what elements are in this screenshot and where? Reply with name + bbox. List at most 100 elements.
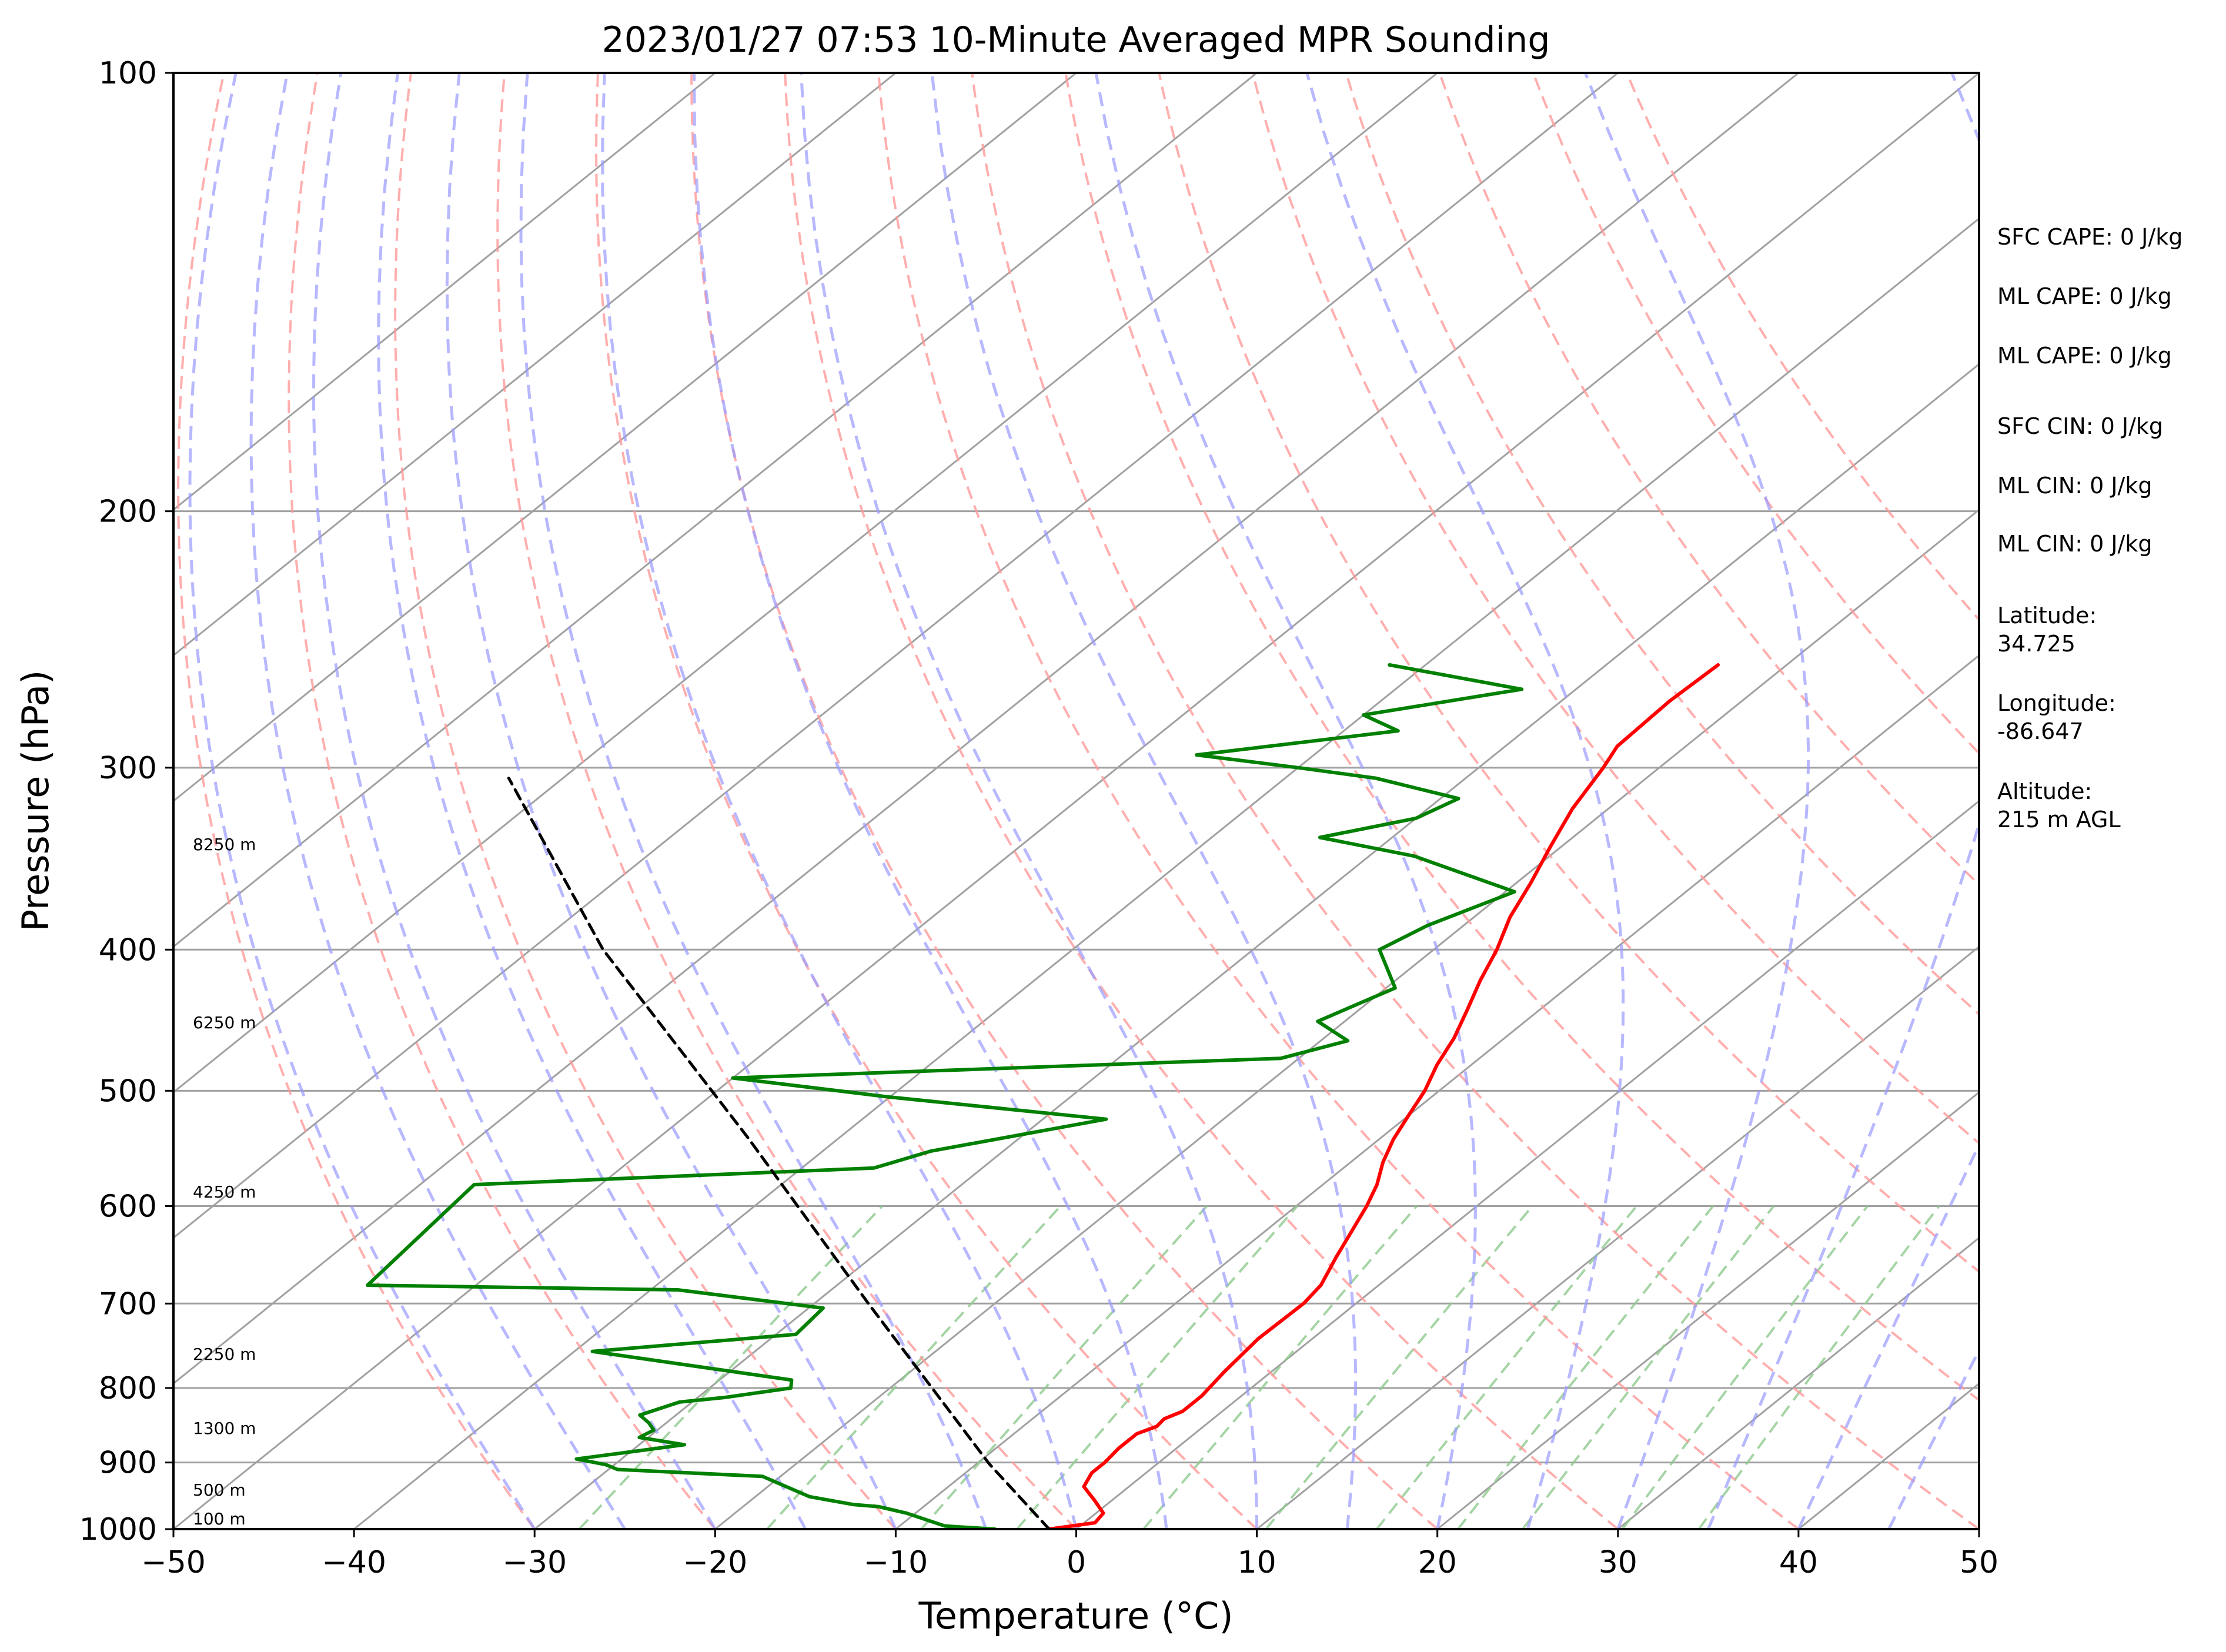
dry-adiabat-lines bbox=[177, 73, 1979, 1529]
dry-adiabat-line bbox=[971, 73, 1979, 1529]
height-labels: 8250 m 6250 m 4250 m 2250 m 1300 m 500 m… bbox=[193, 835, 256, 1529]
isotherm-line bbox=[1617, 1236, 1979, 1529]
x-tick-label-50: 50 bbox=[1960, 1545, 1998, 1580]
dewpoint-profile-line bbox=[366, 663, 1524, 1529]
dry-adiabat-line bbox=[1251, 73, 1979, 1145]
moist-adiabat-line bbox=[1706, 73, 1979, 1529]
info-panel: SFC CAPE: 0 J/kg ML CAPE: 0 J/kg ML CAPE… bbox=[1997, 224, 2182, 832]
latitude-label: Latitude: bbox=[1997, 603, 2097, 628]
moist-adiabat-line bbox=[1305, 73, 1625, 1529]
mixing-ratio-lines bbox=[578, 1205, 1940, 1529]
moist-adiabat-line bbox=[445, 73, 897, 1529]
height-label-8250: 8250 m bbox=[193, 835, 256, 854]
altitude-value: 215 m AGL bbox=[1997, 807, 2121, 832]
altitude-label: Altitude: bbox=[1997, 778, 2092, 804]
height-label-2250: 2250 m bbox=[193, 1345, 256, 1364]
x-axis-ticks: −50 −40 −30 −20 −10 0 10 20 30 40 50 bbox=[141, 1529, 1998, 1580]
x-tick-label-10: 10 bbox=[1238, 1545, 1276, 1580]
dry-adiabat-line bbox=[496, 73, 1077, 1529]
longitude-value: -86.647 bbox=[1997, 718, 2084, 744]
mixing-ratio-line bbox=[1265, 1205, 1533, 1529]
y-tick-label-700: 700 bbox=[99, 1286, 157, 1322]
parcel-profile-line bbox=[507, 777, 1051, 1529]
height-label-100: 100 m bbox=[193, 1509, 246, 1529]
moist-adiabat-line bbox=[1094, 73, 1477, 1529]
dry-adiabat-line bbox=[394, 73, 897, 1529]
y-tick-label-600: 600 bbox=[99, 1189, 157, 1224]
y-tick-label-100: 100 bbox=[99, 56, 157, 91]
y-tick-label-900: 900 bbox=[99, 1446, 157, 1481]
moist-adiabat-line bbox=[249, 73, 626, 1529]
sfc-cin-text: SFC CIN: 0 J/kg bbox=[1997, 413, 2163, 439]
mixing-ratio-line bbox=[766, 1205, 1062, 1529]
isotherm-line bbox=[1075, 800, 1979, 1529]
mixing-ratio-line bbox=[1457, 1205, 1714, 1529]
x-tick-label--10: −10 bbox=[864, 1545, 928, 1580]
moist-adiabat-line bbox=[1887, 1347, 1979, 1529]
isotherm-line bbox=[173, 73, 1077, 802]
dry-adiabat-line bbox=[1625, 73, 1979, 621]
moist-adiabat-line bbox=[601, 73, 1078, 1529]
isotherm-line bbox=[353, 217, 1979, 1529]
plot-area bbox=[173, 73, 1979, 1529]
isotherm-line bbox=[1256, 945, 1979, 1529]
y-tick-label-400: 400 bbox=[99, 932, 157, 968]
ml-cape-text: ML CAPE: 0 J/kg bbox=[1997, 283, 2172, 309]
isotherm-line bbox=[534, 363, 1979, 1529]
x-axis-label: Temperature (°C) bbox=[918, 1594, 1233, 1637]
isotherm-line bbox=[173, 73, 1438, 1093]
y-axis-ticks: 100 200 300 400 500 600 700 800 900 1000 bbox=[79, 56, 173, 1547]
isotherm-line bbox=[714, 509, 1979, 1529]
dry-adiabat-line bbox=[1064, 73, 1979, 1402]
x-tick-label--40: −40 bbox=[322, 1545, 386, 1580]
mixing-ratio-line bbox=[1522, 1205, 1775, 1529]
dry-adiabat-line bbox=[1532, 73, 1979, 755]
x-tick-label-40: 40 bbox=[1779, 1545, 1818, 1580]
ml-cin-text: ML CIN: 0 J/kg bbox=[1997, 473, 2152, 499]
isotherm-line bbox=[173, 73, 716, 511]
y-tick-label-800: 800 bbox=[99, 1371, 157, 1406]
mixing-ratio-line bbox=[1142, 1205, 1418, 1529]
mixing-ratio-line bbox=[1621, 1205, 1869, 1529]
dry-adiabat-line bbox=[877, 73, 1800, 1529]
x-tick-label-20: 20 bbox=[1418, 1545, 1457, 1580]
moist-adiabat-line bbox=[519, 73, 988, 1529]
latitude-value: 34.725 bbox=[1997, 631, 2075, 657]
pressure-gridlines bbox=[173, 73, 1979, 1529]
ml-cape-text-2: ML CAPE: 0 J/kg bbox=[1997, 343, 2172, 369]
moist-adiabat-line bbox=[930, 73, 1358, 1529]
height-label-500: 500 m bbox=[193, 1480, 246, 1500]
y-tick-label-1000: 1000 bbox=[79, 1512, 157, 1547]
y-axis-label: Pressure (hPa) bbox=[14, 670, 57, 932]
dry-adiabat-line bbox=[595, 73, 1258, 1529]
x-tick-label--50: −50 bbox=[141, 1545, 206, 1580]
dry-adiabat-line bbox=[1438, 73, 1979, 887]
isotherm-line bbox=[895, 654, 1979, 1529]
isotherm-lines bbox=[173, 73, 1979, 1529]
chart-title: 2023/01/27 07:53 10-Minute Averaged MPR … bbox=[602, 19, 1550, 61]
x-tick-label-30: 30 bbox=[1599, 1545, 1637, 1580]
sfc-cape-text: SFC CAPE: 0 J/kg bbox=[1997, 224, 2182, 250]
sounding-series bbox=[366, 663, 1720, 1529]
mixing-ratio-line bbox=[1697, 1205, 1940, 1529]
isotherm-line bbox=[173, 73, 1619, 1239]
ml-cin-text-2: ML CIN: 0 J/kg bbox=[1997, 531, 2152, 557]
moist-adiabat-line bbox=[800, 73, 1259, 1529]
x-tick-label--30: −30 bbox=[502, 1545, 567, 1580]
y-tick-label-200: 200 bbox=[99, 494, 157, 530]
isotherm-line bbox=[173, 73, 1799, 1385]
height-label-1300: 1300 m bbox=[193, 1419, 256, 1438]
moist-adiabat-line bbox=[1797, 1141, 1979, 1529]
x-tick-label--20: −20 bbox=[683, 1545, 747, 1580]
moist-adiabat-lines bbox=[188, 73, 1979, 1529]
moist-adiabat-line bbox=[1583, 73, 1810, 1529]
dry-adiabat-line bbox=[1345, 73, 1979, 1016]
y-tick-label-300: 300 bbox=[99, 751, 157, 786]
height-label-4250: 4250 m bbox=[193, 1182, 256, 1202]
mixing-ratio-line bbox=[920, 1205, 1208, 1529]
temperature-profile-line bbox=[1047, 663, 1720, 1529]
y-tick-label-500: 500 bbox=[99, 1074, 157, 1109]
isotherm-line bbox=[173, 73, 897, 657]
